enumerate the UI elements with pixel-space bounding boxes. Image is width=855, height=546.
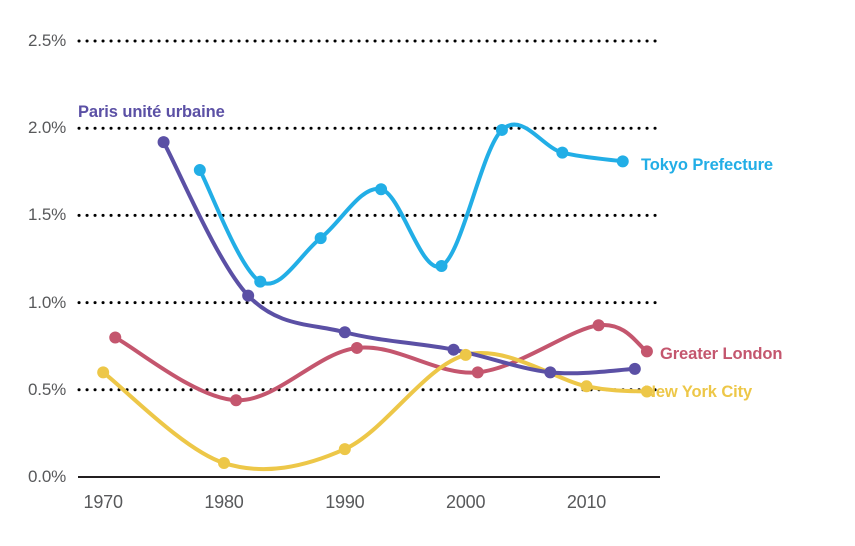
data-point-tokyo-prefecture <box>435 259 448 272</box>
data-point-paris-unit-urbaine <box>544 366 557 379</box>
series-lines-group <box>101 122 649 472</box>
data-point-greater-london <box>230 394 243 407</box>
x-tick-label: 2000 <box>446 492 486 512</box>
y-tick-label: 1.0% <box>28 292 66 312</box>
y-tick-label: 2.5% <box>28 31 66 50</box>
data-point-tokyo-prefecture <box>193 164 206 177</box>
series-line-new-york-city <box>101 351 649 472</box>
data-point-paris-unit-urbaine <box>447 343 460 356</box>
data-point-paris-unit-urbaine <box>157 136 170 149</box>
y-tick-label: 0.0% <box>28 467 66 486</box>
x-tick-label: 1990 <box>325 492 365 512</box>
data-point-greater-london <box>109 331 122 344</box>
data-point-new-york-city <box>218 457 230 470</box>
data-point-tokyo-prefecture <box>375 183 388 196</box>
y-tick-label: 0.5% <box>28 379 66 399</box>
y-tick-label: 1.5% <box>28 205 66 225</box>
data-point-paris-unit-urbaine <box>338 326 351 339</box>
data-point-tokyo-prefecture <box>616 155 629 168</box>
series-label-new-york-city: New York City <box>644 383 753 401</box>
series-label-tokyo: Tokyo Prefecture <box>641 156 773 174</box>
data-point-tokyo-prefecture <box>495 123 508 136</box>
data-point-paris-unit-urbaine <box>242 289 255 302</box>
data-point-paris-unit-urbaine <box>628 362 641 375</box>
y-tick-label: 2.0% <box>28 118 66 138</box>
data-point-greater-london <box>350 341 363 354</box>
data-point-tokyo-prefecture <box>556 146 569 159</box>
data-point-greater-london <box>592 319 605 332</box>
data-point-greater-london <box>471 366 484 379</box>
data-point-new-york-city <box>640 385 653 398</box>
data-point-tokyo-prefecture <box>254 275 267 288</box>
x-tick-label: 1980 <box>204 492 244 512</box>
data-point-new-york-city <box>338 443 351 456</box>
data-point-new-york-city <box>580 380 593 393</box>
series-label-greater-london: Greater London <box>660 345 783 363</box>
data-point-new-york-city <box>97 366 110 379</box>
data-point-new-york-city <box>459 348 472 361</box>
series-markers-group <box>97 123 653 470</box>
data-point-greater-london <box>640 345 653 358</box>
x-tick-label: 2010 <box>566 492 607 512</box>
gridlines-group <box>77 39 661 392</box>
series-label-paris: Paris unité urbaine <box>78 103 225 121</box>
x-tick-label: 1970 <box>83 492 123 512</box>
data-point-tokyo-prefecture <box>314 232 327 245</box>
